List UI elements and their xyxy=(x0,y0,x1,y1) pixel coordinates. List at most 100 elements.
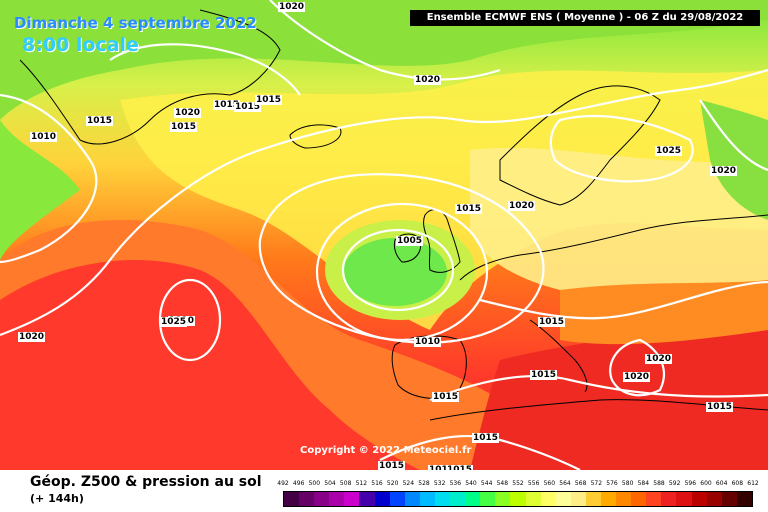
field-red-atlantic xyxy=(0,260,420,470)
legend-tick-label: 576 xyxy=(606,480,618,487)
legend-tick-label: 508 xyxy=(339,480,352,487)
isobar-1015-med xyxy=(429,375,768,402)
legend-tick-label: 544 xyxy=(480,480,493,487)
legend-tick-label: 536 xyxy=(449,480,462,487)
legend-swatch xyxy=(646,492,662,506)
legend-swatch xyxy=(510,492,526,506)
legend-swatch xyxy=(600,492,617,506)
legend-swatch xyxy=(691,492,707,506)
legend-swatch xyxy=(480,492,496,506)
legend-swatch xyxy=(706,492,722,506)
legend-swatch xyxy=(344,492,360,506)
legend-swatch xyxy=(434,492,451,506)
legend-swatch xyxy=(585,492,601,506)
isobar-label: 1020 xyxy=(645,354,673,364)
legend-swatch xyxy=(374,492,390,506)
legend-tick-label: 564 xyxy=(559,480,571,487)
forecast-date: Dimanche 4 septembre 2022 xyxy=(14,14,257,32)
legend-ticks: 492 496 500 504 508 512 516 520 524 528 532 536 540 5… xyxy=(277,480,758,490)
color-legend: 492 496 500 504 508 512 516 520 524 528 532 536 540 5… xyxy=(277,480,759,510)
legend-tick-label: 580 xyxy=(621,480,634,487)
continent-coast xyxy=(459,214,768,281)
isobar-1015-greenland xyxy=(109,43,301,96)
low-pressure-inner xyxy=(343,238,447,306)
map-canvas xyxy=(0,0,768,470)
legend-swatch xyxy=(540,492,556,506)
legend-tick-label: 496 xyxy=(292,480,305,487)
isobar-label: 1010 xyxy=(428,465,456,470)
legend-swatch xyxy=(631,492,647,506)
isobar-label: 1010 xyxy=(414,337,442,347)
isobar-label: 1020 xyxy=(414,75,442,85)
legend-swatch xyxy=(676,492,692,506)
isobar-label: 1015 xyxy=(234,102,262,112)
legend-tick-label: 608 xyxy=(731,480,744,487)
legend-swatch xyxy=(616,492,632,506)
isobar-label: 1020 xyxy=(278,2,306,12)
weather-map: Dimanche 4 septembre 2022 8:00 locale En… xyxy=(0,0,768,470)
legend-swatch xyxy=(555,492,571,506)
isobar-1015-south xyxy=(379,434,581,470)
ireland-coast xyxy=(393,233,422,263)
legend-tick-label: 520 xyxy=(386,480,399,487)
isobar-1015-a xyxy=(258,173,545,344)
forecast-range: (+ 144h) xyxy=(30,492,84,505)
legend-tick-label: 588 xyxy=(653,480,665,487)
model-banner: Ensemble ECMWF ENS ( Moyenne ) - 06 Z du… xyxy=(410,10,760,26)
legend-tick-label: 548 xyxy=(496,480,509,487)
isobar-label: 1020 xyxy=(508,201,536,211)
legend-swatch xyxy=(661,492,677,506)
legend-tick-label: 524 xyxy=(402,480,415,487)
isobar-label: 1015 xyxy=(86,116,114,126)
legend-swatch xyxy=(329,492,345,506)
isobar-label: 1015 xyxy=(472,433,500,443)
footer: Géop. Z500 & pression au sol (+ 144h) 49… xyxy=(0,470,768,512)
isobar-1025-scandinavia xyxy=(549,114,694,183)
legend-tick-label: 600 xyxy=(700,480,712,487)
legend-tick-label: 592 xyxy=(668,480,681,487)
legend-tick-label: 560 xyxy=(543,480,556,487)
isobars xyxy=(0,0,768,470)
isobar-1010 xyxy=(315,202,489,342)
isobar-1020-north xyxy=(269,0,501,81)
field-green-east xyxy=(700,100,768,220)
isobar-label: 1010 xyxy=(30,132,58,142)
legend-swatch xyxy=(465,492,481,506)
isobar-1005 xyxy=(341,228,455,312)
isobar-label: 1015 xyxy=(432,392,460,402)
field-lightyellow-europe xyxy=(470,147,768,293)
field-green-north xyxy=(0,0,768,120)
legend-tick-label: 552 xyxy=(512,480,524,487)
isobar-label: 1020 xyxy=(710,166,738,176)
legend-tick-label: 532 xyxy=(433,480,446,487)
legend-tick-label: 568 xyxy=(574,480,587,487)
isobar-1020-atlantic xyxy=(0,68,768,337)
isobar-label: 1020 xyxy=(623,372,651,382)
legend-swatch xyxy=(314,492,330,506)
isobar-label: 1020 xyxy=(174,108,202,118)
legend-swatch xyxy=(389,492,405,506)
legend-tick-label: 504 xyxy=(324,480,336,487)
legend-swatch xyxy=(419,492,435,506)
legend-tick-label: 572 xyxy=(590,480,603,487)
legend-swatch xyxy=(284,492,300,506)
field-yellow-band xyxy=(120,70,768,330)
isobar-label: 1015 xyxy=(706,402,734,412)
isobar-label: 1015 xyxy=(170,122,198,132)
legend-tick-label: 596 xyxy=(684,480,697,487)
isobar-label: 1015 xyxy=(213,100,241,110)
forecast-time: 8:00 locale xyxy=(22,34,139,56)
isobar-1015-west xyxy=(0,93,98,264)
legend-swatch xyxy=(359,492,375,506)
legend-swatch xyxy=(721,492,737,506)
legend-swatch xyxy=(570,492,586,506)
legend-tick-label: 516 xyxy=(371,480,383,487)
field-orange-balkans xyxy=(560,280,768,345)
isobar-label: 1015 xyxy=(446,465,474,470)
legend-tick-label: 492 xyxy=(277,480,289,487)
isobar-label: 1015 xyxy=(455,204,483,214)
isobar-label: 1015 xyxy=(255,95,283,105)
chart-title: Géop. Z500 & pression au sol xyxy=(30,474,262,490)
legend-tick-label: 584 xyxy=(637,480,650,487)
isobar-label: 1020 xyxy=(18,332,46,342)
